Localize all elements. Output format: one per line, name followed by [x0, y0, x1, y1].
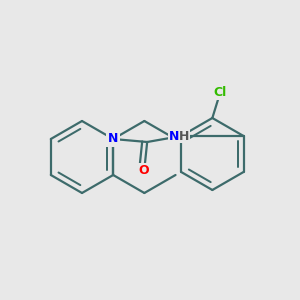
- Text: N: N: [169, 130, 179, 142]
- Text: N: N: [108, 133, 119, 146]
- Text: Cl: Cl: [214, 85, 227, 98]
- Text: H: H: [179, 130, 190, 142]
- Text: O: O: [139, 164, 149, 177]
